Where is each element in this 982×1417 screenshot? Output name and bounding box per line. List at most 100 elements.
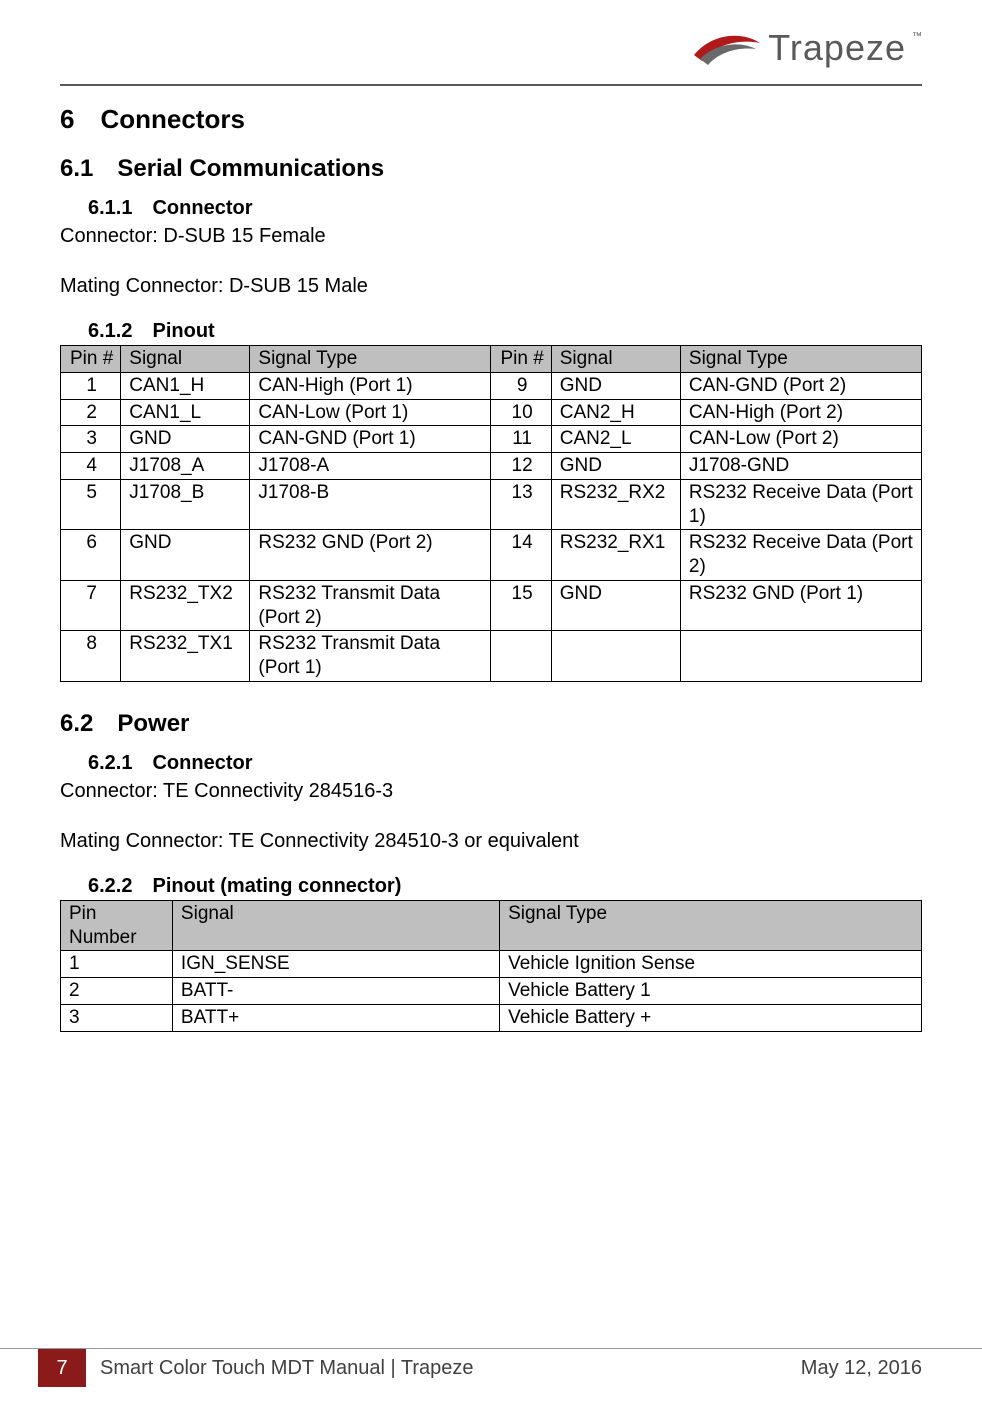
table-cell: J1708-A [250, 453, 491, 480]
table-cell [680, 631, 921, 682]
table-cell: Vehicle Battery 1 [500, 978, 922, 1005]
table-cell: 11 [491, 426, 551, 453]
footer-title: Smart Color Touch MDT Manual | Trapeze [86, 1349, 801, 1387]
table-cell: 2 [61, 399, 121, 426]
table-cell: CAN-Low (Port 1) [250, 399, 491, 426]
pinout-table-serial: Pin # Signal Signal Type Pin # Signal Si… [60, 345, 922, 682]
table-row: 1IGN_SENSEVehicle Ignition Sense [61, 951, 922, 978]
mating-6-2-1: Mating Connector: TE Connectivity 284510… [60, 827, 922, 855]
table-cell: 6 [61, 530, 121, 581]
table-cell: J1708-GND [680, 453, 921, 480]
table-cell [491, 631, 551, 682]
header-logo-row: Trapeze ™ [60, 18, 922, 78]
table-cell: CAN1_L [121, 399, 250, 426]
th-pin2: Pin # [491, 346, 551, 373]
heading-6-1-1: 6.1.1 Connector [60, 197, 922, 220]
table-cell: RS232_TX2 [121, 580, 250, 631]
table-cell: RS232 GND (Port 1) [680, 580, 921, 631]
th-type: Signal Type [500, 900, 922, 951]
table-cell: RS232 Transmit Data (Port 2) [250, 580, 491, 631]
table-cell: 12 [491, 453, 551, 480]
table-cell: 14 [491, 530, 551, 581]
table-cell: J1708-B [250, 479, 491, 530]
table-cell: Vehicle Ignition Sense [500, 951, 922, 978]
th-sig: Signal [172, 900, 499, 951]
table-cell: CAN-Low (Port 2) [680, 426, 921, 453]
table-cell: BATT+ [172, 1004, 499, 1031]
table-cell: RS232_TX1 [121, 631, 250, 682]
heading-6-2: 6.2 Power [60, 710, 922, 738]
table-cell: GND [551, 580, 680, 631]
header-rule [60, 84, 922, 86]
heading-6-1-2: 6.1.2 Pinout [60, 320, 922, 343]
th-sig2: Signal [551, 346, 680, 373]
spacer [60, 252, 922, 272]
table-cell: Vehicle Battery + [500, 1004, 922, 1031]
table-cell: 1 [61, 372, 121, 399]
table-cell: 5 [61, 479, 121, 530]
pinout-table-power: Pin Number Signal Signal Type 1IGN_SENSE… [60, 900, 922, 1032]
table-cell: 3 [61, 426, 121, 453]
table-cell: RS232 GND (Port 2) [250, 530, 491, 581]
table-row: 2CAN1_LCAN-Low (Port 1)10CAN2_HCAN-High … [61, 399, 922, 426]
table-row: 8RS232_TX1RS232 Transmit Data (Port 1) [61, 631, 922, 682]
table-cell: 13 [491, 479, 551, 530]
brand-tm: ™ [912, 31, 922, 42]
table-cell: CAN-High (Port 1) [250, 372, 491, 399]
heading-6-2-2: 6.2.2 Pinout (mating connector) [60, 875, 922, 898]
table-cell: RS232 Receive Data (Port 2) [680, 530, 921, 581]
table-cell: J1708_B [121, 479, 250, 530]
table-cell: CAN1_H [121, 372, 250, 399]
heading-6-1: 6.1 Serial Communications [60, 155, 922, 183]
table-cell: BATT- [172, 978, 499, 1005]
table-cell: 3 [61, 1004, 173, 1031]
brand-name: Trapeze [768, 27, 906, 69]
table-cell: 9 [491, 372, 551, 399]
connector-6-2-1: Connector: TE Connectivity 284516-3 [60, 777, 922, 805]
table-cell: CAN2_L [551, 426, 680, 453]
table-cell: J1708_A [121, 453, 250, 480]
brand-logo: Trapeze ™ [692, 25, 922, 71]
table-cell: 10 [491, 399, 551, 426]
table-cell: CAN2_H [551, 399, 680, 426]
heading-6: 6 Connectors [60, 104, 922, 135]
connector-6-1-1: Connector: D-SUB 15 Female [60, 222, 922, 250]
table-row: 3BATT+Vehicle Battery + [61, 1004, 922, 1031]
page-content: Trapeze ™ 6 Connectors 6.1 Serial Commun… [0, 0, 982, 1032]
table-row: 4J1708_AJ1708-A12GNDJ1708-GND [61, 453, 922, 480]
footer-date: May 12, 2016 [801, 1349, 982, 1387]
trapeze-swoosh-icon [692, 25, 762, 71]
table-header-row: Pin # Signal Signal Type Pin # Signal Si… [61, 346, 922, 373]
table-cell: 7 [61, 580, 121, 631]
table-row: 6GNDRS232 GND (Port 2)14RS232_RX1RS232 R… [61, 530, 922, 581]
table-row: 5J1708_BJ1708-B13RS232_RX2RS232 Receive … [61, 479, 922, 530]
heading-6-2-1: 6.2.1 Connector [60, 752, 922, 775]
th-type2: Signal Type [680, 346, 921, 373]
table-row: 7RS232_TX2RS232 Transmit Data (Port 2)15… [61, 580, 922, 631]
table-cell: GND [121, 426, 250, 453]
table-cell: GND [551, 453, 680, 480]
table-header-row: Pin Number Signal Signal Type [61, 900, 922, 951]
table-cell: CAN-GND (Port 2) [680, 372, 921, 399]
page-number: 7 [38, 1349, 86, 1387]
table-row: 2BATT-Vehicle Battery 1 [61, 978, 922, 1005]
table-cell: 8 [61, 631, 121, 682]
table-cell [551, 631, 680, 682]
th-sig1: Signal [121, 346, 250, 373]
footer-row: 7 Smart Color Touch MDT Manual | Trapeze… [0, 1349, 982, 1387]
table-row: 3GNDCAN-GND (Port 1)11CAN2_LCAN-Low (Por… [61, 426, 922, 453]
th-pin: Pin Number [61, 900, 173, 951]
table-cell: RS232_RX1 [551, 530, 680, 581]
table-cell: RS232_RX2 [551, 479, 680, 530]
mating-6-1-1: Mating Connector: D-SUB 15 Male [60, 272, 922, 300]
table-cell: GND [121, 530, 250, 581]
spacer [60, 807, 922, 827]
table-cell: CAN-GND (Port 1) [250, 426, 491, 453]
table-cell: 4 [61, 453, 121, 480]
table-row: 1CAN1_HCAN-High (Port 1)9GNDCAN-GND (Por… [61, 372, 922, 399]
table-cell: CAN-High (Port 2) [680, 399, 921, 426]
table-cell: 2 [61, 978, 173, 1005]
table-cell: 15 [491, 580, 551, 631]
th-pin1: Pin # [61, 346, 121, 373]
table-cell: RS232 Receive Data (Port 1) [680, 479, 921, 530]
